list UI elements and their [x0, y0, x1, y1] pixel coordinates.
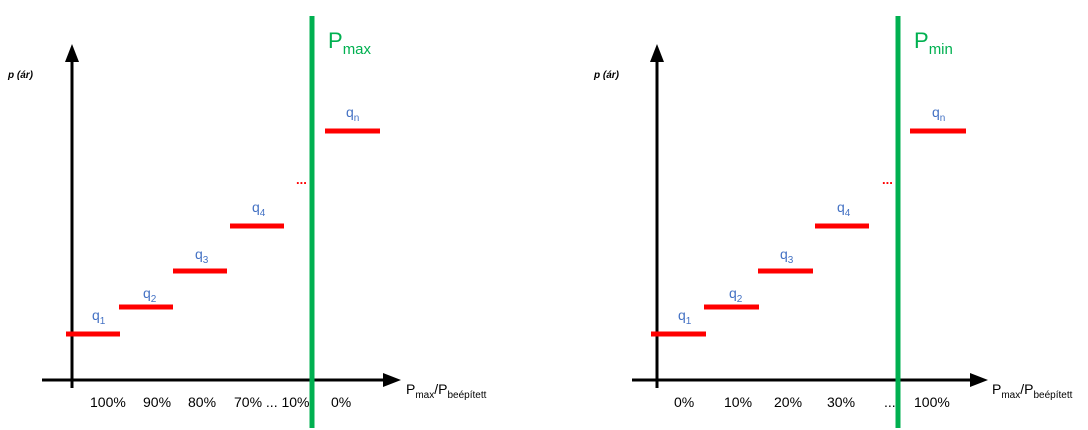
- label-q1: q1: [678, 307, 692, 327]
- right-panel: p (ár) Pmax/Pbeépített ... q1 q2 q3 q4 q…: [593, 16, 1073, 428]
- dots: ...: [296, 172, 307, 187]
- dots: ...: [882, 172, 893, 187]
- tick-label: 90%: [143, 394, 171, 410]
- label-qn: qn: [346, 104, 359, 124]
- tick-label: 100%: [90, 394, 126, 410]
- x-axis-label: Pmax/Pbeépített: [406, 381, 487, 401]
- tick-label: 80%: [188, 394, 216, 410]
- label-q3: q3: [780, 246, 794, 266]
- x-axis-arrow-icon: [970, 373, 988, 387]
- label-q2: q2: [729, 285, 743, 305]
- label-q1: q1: [92, 307, 106, 327]
- tick-label: ...: [884, 394, 896, 410]
- left-panel: p (ár) Pmax/Pbeépített ... q1 q2 q3 q4 q…: [7, 16, 487, 428]
- tick-label: 20%: [774, 394, 802, 410]
- y-axis-arrow-icon: [650, 44, 664, 62]
- tick-label: 0%: [331, 394, 351, 410]
- label-q4: q4: [837, 199, 851, 219]
- y-axis-label: p (ár): [593, 70, 620, 81]
- label-qn: qn: [932, 104, 945, 124]
- x-axis-arrow-icon: [383, 373, 401, 387]
- x-axis-label: Pmax/Pbeépített: [992, 381, 1073, 401]
- tick-label: 10%: [724, 394, 752, 410]
- tick-label: 30%: [827, 394, 855, 410]
- label-q4: q4: [252, 199, 266, 219]
- tick-label: 100%: [914, 394, 950, 410]
- limit-label-pmax: Pmax: [328, 28, 372, 58]
- y-axis-label: p (ár): [7, 70, 34, 81]
- limit-label-pmin: Pmin: [914, 28, 953, 58]
- label-q3: q3: [195, 246, 209, 266]
- tick-label: 0%: [674, 394, 694, 410]
- y-axis-arrow-icon: [65, 44, 79, 62]
- label-q2: q2: [143, 285, 157, 305]
- tick-label: 70% ... 10%: [234, 394, 310, 410]
